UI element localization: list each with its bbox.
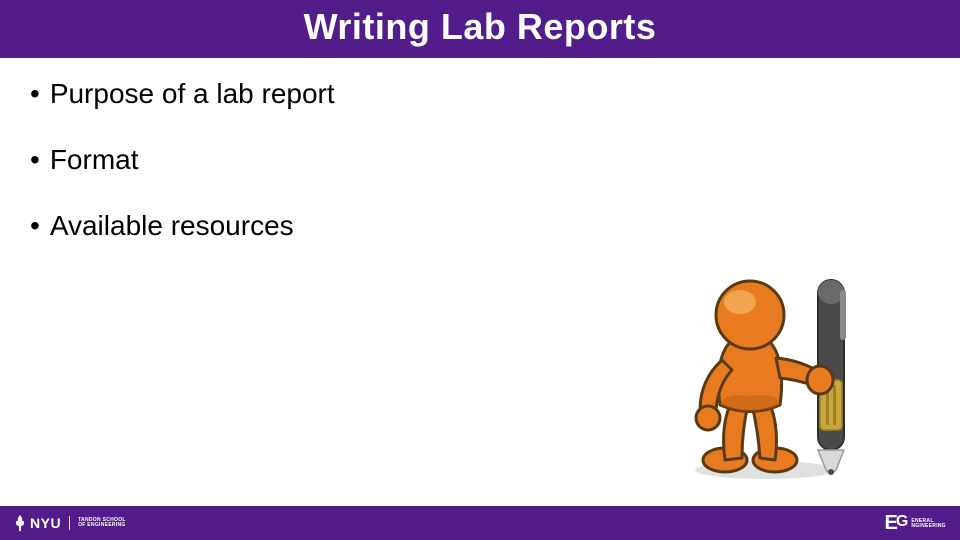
title-bar: Writing Lab Reports xyxy=(0,0,960,58)
eg-logo-icon: E G xyxy=(885,513,911,533)
bullet-dot-icon: • xyxy=(30,210,40,242)
divider-icon xyxy=(69,516,70,530)
tandon-line2: OF ENGINEERING xyxy=(78,523,126,529)
bullet-item: • Available resources xyxy=(30,210,930,242)
nyu-logo: NYU xyxy=(14,515,61,531)
footer-left: NYU TANDON SCHOOL OF ENGINEERING xyxy=(14,515,126,531)
torch-icon xyxy=(14,515,26,531)
bullet-item: • Purpose of a lab report xyxy=(30,78,930,110)
figure-with-pen-icon xyxy=(670,260,870,480)
footer-right: E G ENERAL NGINEERING xyxy=(885,513,946,533)
eg-label: ENERAL NGINEERING xyxy=(911,519,946,530)
footer-bar: NYU TANDON SCHOOL OF ENGINEERING E G ENE… xyxy=(0,506,960,540)
slide: Writing Lab Reports • Purpose of a lab r… xyxy=(0,0,960,540)
bullet-dot-icon: • xyxy=(30,78,40,110)
bullet-dot-icon: • xyxy=(30,144,40,176)
eg-g: G xyxy=(896,514,908,530)
tandon-label: TANDON SCHOOL OF ENGINEERING xyxy=(78,518,126,529)
bullet-text: Available resources xyxy=(50,210,294,242)
eg-line2: NGINEERING xyxy=(911,524,946,530)
slide-title: Writing Lab Reports xyxy=(0,6,960,48)
nyu-text: NYU xyxy=(30,515,61,531)
bullet-item: • Format xyxy=(30,144,930,176)
bullet-text: Format xyxy=(50,144,139,176)
content-area: • Purpose of a lab report • Format • Ava… xyxy=(0,58,960,242)
bullet-text: Purpose of a lab report xyxy=(50,78,335,110)
